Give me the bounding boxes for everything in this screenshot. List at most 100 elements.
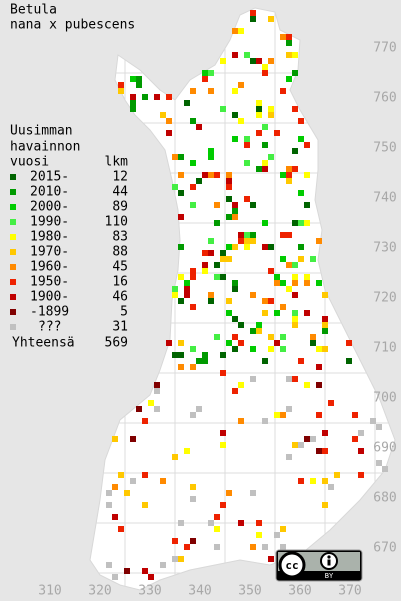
observation-marker (280, 88, 286, 94)
observation-marker (262, 142, 268, 148)
observation-marker (352, 436, 358, 442)
observation-marker (226, 244, 232, 250)
by-label: BY (325, 572, 334, 580)
observation-marker (154, 388, 160, 394)
observation-marker (208, 298, 214, 304)
observation-marker (292, 280, 298, 286)
observation-marker (280, 526, 286, 532)
observation-marker (202, 262, 208, 268)
observation-marker (322, 430, 328, 436)
observation-marker (322, 502, 328, 508)
y-axis-label: 750 (373, 141, 396, 156)
observation-marker (178, 244, 184, 250)
observation-marker (250, 490, 256, 496)
legend-count: 12 (112, 170, 128, 185)
observation-marker (298, 220, 304, 226)
observation-marker (286, 34, 292, 40)
observation-marker (280, 256, 286, 262)
observation-marker (208, 250, 214, 256)
observation-marker (256, 130, 262, 136)
observation-marker (262, 220, 268, 226)
observation-marker (130, 94, 136, 100)
legend-count: 45 (112, 260, 128, 275)
observation-marker (274, 340, 280, 346)
observation-marker (250, 376, 256, 382)
observation-marker (226, 298, 232, 304)
observation-marker (232, 244, 238, 250)
observation-marker (220, 106, 226, 112)
observation-marker (154, 94, 160, 100)
observation-marker (292, 310, 298, 316)
observation-marker (244, 52, 250, 58)
legend-swatch (10, 204, 16, 210)
observation-marker (244, 196, 250, 202)
observation-marker (214, 220, 220, 226)
observation-marker (310, 256, 316, 262)
observation-marker (220, 502, 226, 508)
observation-marker (304, 202, 310, 208)
observation-marker (358, 430, 364, 436)
observation-marker (118, 526, 124, 532)
legend-total: 569 (105, 336, 128, 351)
observation-marker (316, 364, 322, 370)
y-axis-label: 670 (373, 541, 396, 556)
observation-marker (280, 412, 286, 418)
legend-label: 1900- (30, 290, 69, 305)
observation-marker (190, 118, 196, 124)
legend-heading: havainnon (10, 140, 80, 155)
observation-marker (244, 244, 250, 250)
observation-marker (286, 172, 292, 178)
observation-marker (370, 418, 376, 424)
legend-label: 1980- (30, 230, 69, 245)
observation-marker (286, 76, 292, 82)
y-axis-label: 710 (373, 341, 396, 356)
legend-swatch (10, 219, 16, 225)
observation-marker (172, 184, 178, 190)
observation-marker (202, 70, 208, 76)
observation-marker (226, 214, 232, 220)
observation-marker (244, 136, 250, 142)
observation-marker (232, 208, 238, 214)
observation-marker (190, 484, 196, 490)
legend-label: 2010- (30, 185, 69, 200)
observation-marker (172, 154, 178, 160)
observation-marker (124, 568, 130, 574)
legend-label: 1990- (30, 215, 69, 230)
observation-marker (130, 100, 136, 106)
observation-marker (214, 526, 220, 532)
x-axis-label: 370 (338, 584, 361, 599)
legend-swatch (10, 324, 16, 330)
observation-marker (112, 436, 118, 442)
license-badge: cc BY (275, 549, 363, 582)
observation-marker (376, 460, 382, 466)
observation-marker (160, 478, 166, 484)
observation-marker (310, 340, 316, 346)
observation-marker (298, 190, 304, 196)
legend-swatch (10, 234, 16, 240)
observation-marker (178, 214, 184, 220)
observation-marker (196, 358, 202, 364)
observation-marker (232, 136, 238, 142)
observation-marker (220, 274, 226, 280)
observation-marker (160, 562, 166, 568)
observation-marker (256, 322, 262, 328)
observation-marker (280, 304, 286, 310)
observation-marker (274, 280, 280, 286)
observation-marker (274, 274, 280, 280)
observation-marker (292, 262, 298, 268)
observation-marker (154, 406, 160, 412)
y-axis-label: 770 (373, 41, 396, 56)
observation-marker (172, 556, 178, 562)
y-axis-label: 700 (373, 391, 396, 406)
observation-marker (304, 172, 310, 178)
observation-marker (184, 286, 190, 292)
observation-marker (292, 292, 298, 298)
observation-marker (178, 274, 184, 280)
observation-marker (316, 412, 322, 418)
observation-marker (292, 70, 298, 76)
observation-marker (142, 94, 148, 100)
observation-marker (130, 478, 136, 484)
observation-marker (232, 214, 238, 220)
observation-marker (262, 70, 268, 76)
observation-marker (280, 544, 286, 550)
